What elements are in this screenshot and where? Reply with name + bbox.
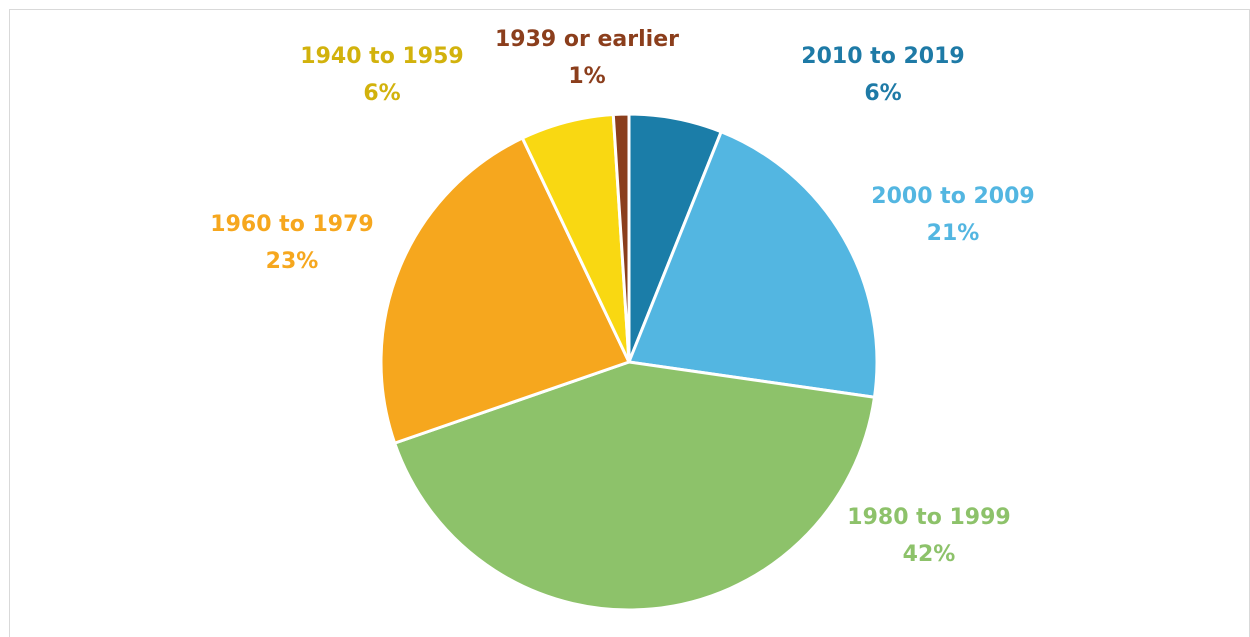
slice-value-label: 42% bbox=[903, 542, 956, 567]
pie-slice bbox=[611, 112, 631, 363]
slice-value-label: 23% bbox=[266, 249, 319, 274]
slice-label: 1940 to 1959 bbox=[300, 44, 463, 69]
slice-label: 2010 to 2019 bbox=[801, 44, 964, 69]
slice-label: 1980 to 1999 bbox=[847, 505, 1010, 530]
slice-value-label: 6% bbox=[363, 81, 400, 106]
slice-value-label: 6% bbox=[864, 81, 901, 106]
pie-slice bbox=[626, 129, 879, 399]
slice-label: 1939 or earlier bbox=[495, 27, 679, 52]
slice-label: 2000 to 2009 bbox=[871, 184, 1034, 209]
pie-slice bbox=[379, 136, 632, 446]
slice-value-label: 21% bbox=[927, 221, 980, 246]
pie-slice bbox=[392, 360, 877, 612]
slice-label: 1960 to 1979 bbox=[210, 212, 373, 237]
slice-value-label: 1% bbox=[568, 64, 605, 89]
